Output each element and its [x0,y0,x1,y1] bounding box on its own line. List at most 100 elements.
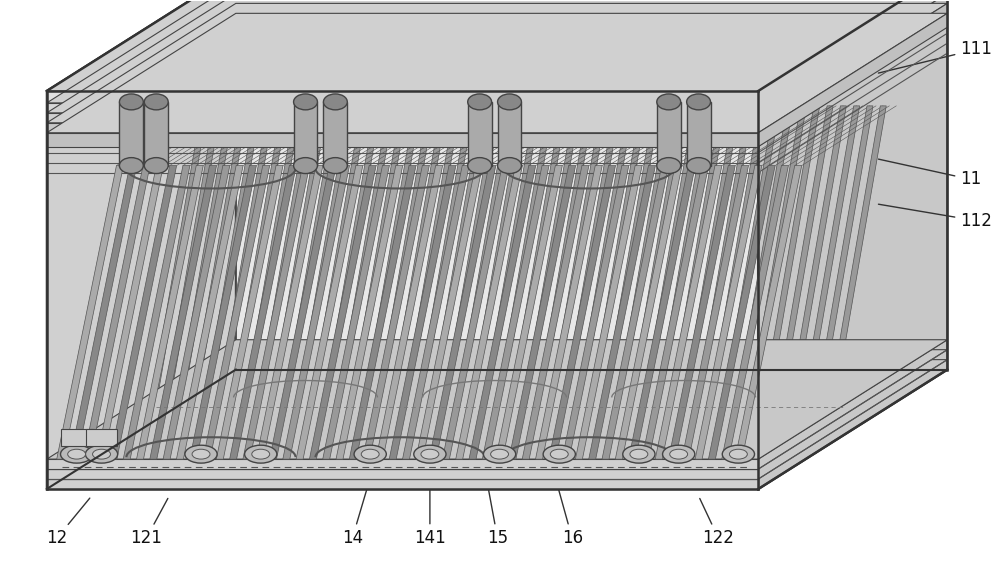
Polygon shape [617,106,673,399]
Ellipse shape [381,42,400,55]
Polygon shape [774,48,793,112]
Ellipse shape [722,445,755,463]
Ellipse shape [144,158,168,174]
Polygon shape [203,166,270,459]
Polygon shape [137,166,203,459]
Polygon shape [218,106,274,399]
Polygon shape [47,91,758,105]
Polygon shape [119,102,143,166]
Polygon shape [416,166,483,459]
Ellipse shape [468,94,492,110]
Polygon shape [256,166,323,459]
Ellipse shape [585,42,604,55]
Ellipse shape [468,158,492,174]
Polygon shape [776,106,833,399]
Polygon shape [510,106,567,399]
Ellipse shape [774,42,793,55]
Polygon shape [496,166,562,459]
Polygon shape [364,106,421,399]
Ellipse shape [119,94,143,110]
Ellipse shape [361,449,379,459]
Polygon shape [524,106,580,399]
Polygon shape [231,106,288,399]
Polygon shape [602,166,669,459]
Polygon shape [271,106,328,399]
Ellipse shape [93,449,110,459]
Ellipse shape [245,445,277,463]
Polygon shape [230,166,296,459]
Polygon shape [816,106,873,399]
Ellipse shape [144,94,168,110]
Polygon shape [243,166,310,459]
Polygon shape [336,166,403,459]
Polygon shape [381,48,400,112]
Polygon shape [283,166,350,459]
Polygon shape [391,106,447,399]
Polygon shape [258,106,314,399]
Ellipse shape [670,449,688,459]
Polygon shape [456,166,522,459]
Polygon shape [468,102,492,166]
Polygon shape [723,106,780,399]
Text: 15: 15 [487,487,508,548]
Polygon shape [284,106,341,399]
Ellipse shape [491,449,509,459]
Ellipse shape [68,449,86,459]
Polygon shape [47,103,758,117]
Polygon shape [744,48,763,112]
Ellipse shape [550,449,568,459]
Polygon shape [231,48,250,112]
Polygon shape [710,106,767,399]
Polygon shape [509,166,576,459]
Ellipse shape [630,449,648,459]
Polygon shape [550,106,607,399]
Polygon shape [697,106,753,399]
Ellipse shape [421,449,439,459]
Polygon shape [431,106,487,399]
Polygon shape [363,166,429,459]
Polygon shape [47,469,758,479]
Ellipse shape [498,94,521,110]
Polygon shape [484,106,540,399]
Polygon shape [497,106,554,399]
Polygon shape [577,106,634,399]
Polygon shape [683,106,740,399]
Polygon shape [457,106,514,399]
Ellipse shape [555,42,574,55]
Polygon shape [736,106,793,399]
Polygon shape [655,166,722,459]
Polygon shape [630,106,687,399]
Polygon shape [204,106,261,399]
Ellipse shape [323,158,347,174]
Polygon shape [110,166,177,459]
Polygon shape [669,166,735,459]
Polygon shape [150,166,217,459]
Polygon shape [442,166,509,459]
Polygon shape [536,166,602,459]
Polygon shape [47,123,758,137]
Polygon shape [763,106,820,399]
Ellipse shape [687,158,711,174]
Ellipse shape [483,445,516,463]
Polygon shape [589,166,655,459]
Polygon shape [389,166,456,459]
Polygon shape [47,350,947,469]
Polygon shape [349,166,416,459]
Polygon shape [670,106,727,399]
Polygon shape [151,106,208,399]
Polygon shape [695,166,762,459]
Text: 12: 12 [46,498,90,548]
Polygon shape [47,113,758,127]
Ellipse shape [687,94,711,110]
Ellipse shape [231,42,250,55]
Ellipse shape [663,445,695,463]
Polygon shape [298,106,354,399]
Polygon shape [123,166,190,459]
Polygon shape [70,166,137,459]
Ellipse shape [85,445,118,463]
Ellipse shape [119,158,143,174]
Ellipse shape [206,42,226,55]
Text: 122: 122 [700,499,734,548]
Polygon shape [47,459,758,469]
Polygon shape [429,166,496,459]
